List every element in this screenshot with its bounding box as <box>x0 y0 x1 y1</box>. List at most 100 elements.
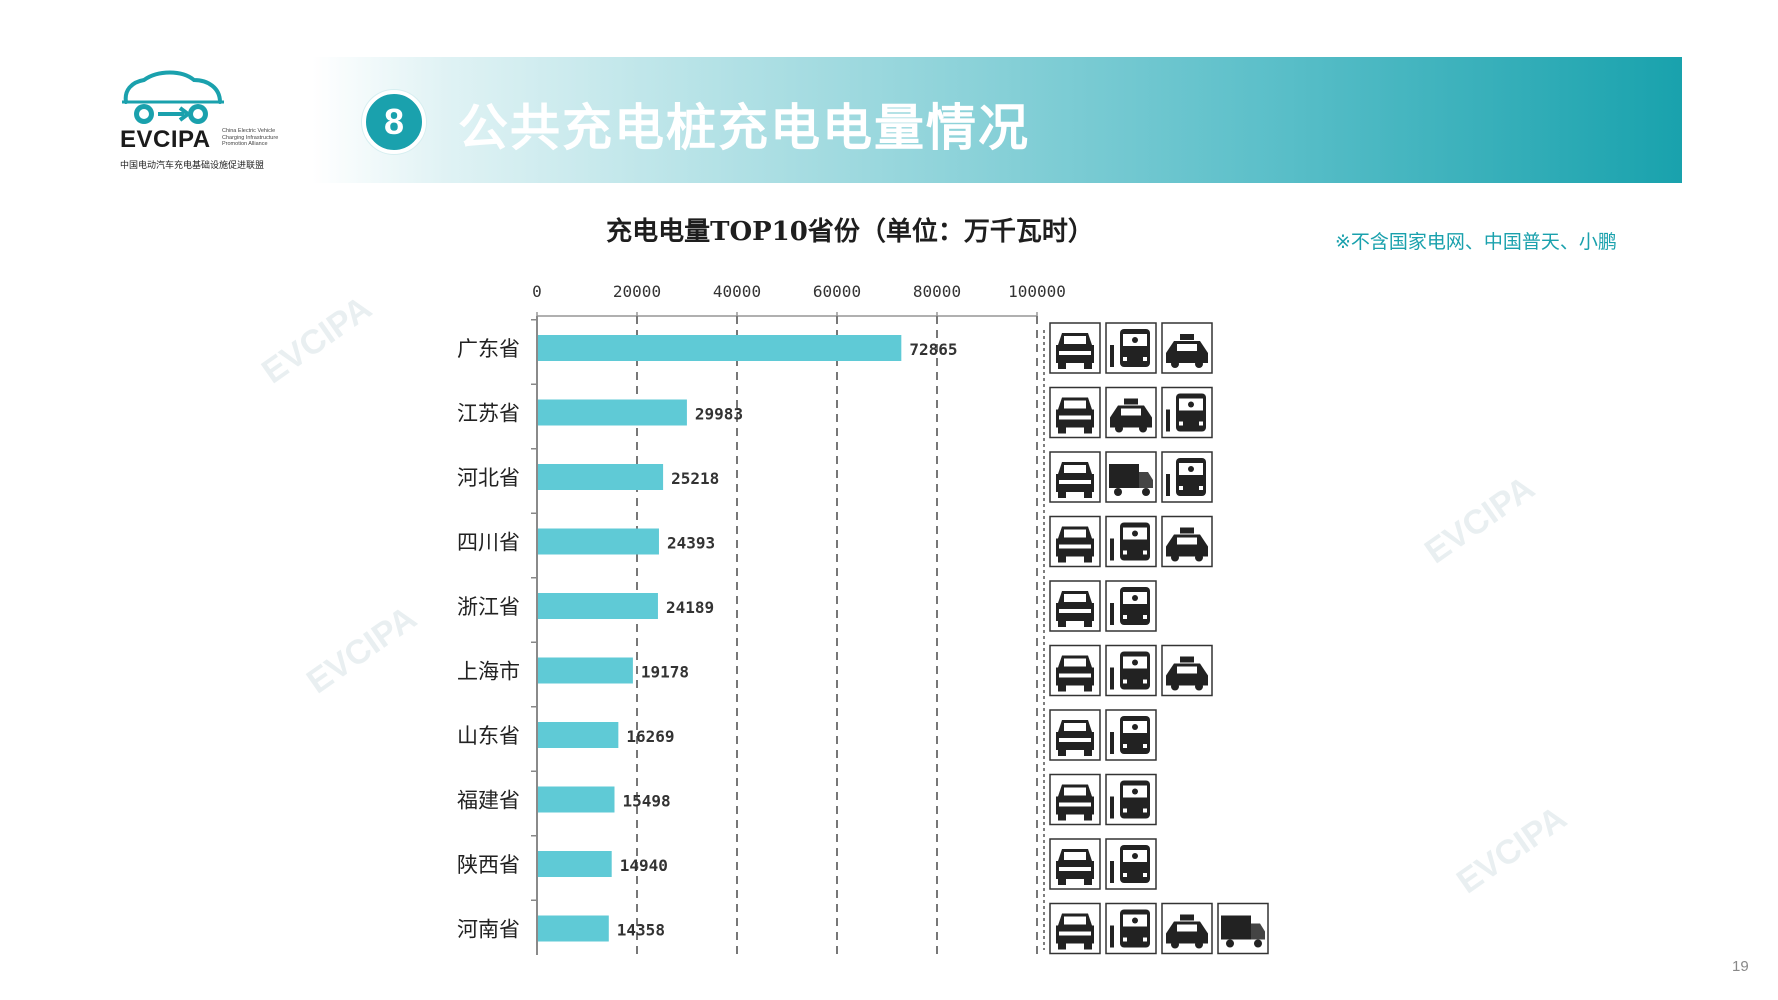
truck-icon <box>1217 902 1269 955</box>
x-tick-label: 60000 <box>813 282 861 301</box>
car-wheel <box>1058 750 1066 756</box>
taxi-wheel <box>1139 424 1147 433</box>
taxi-window <box>1177 537 1197 545</box>
car-wheel <box>1084 879 1092 885</box>
x-tick-label: 20000 <box>613 282 661 301</box>
bus-icon <box>1105 580 1157 632</box>
bar <box>538 335 902 361</box>
bus-light <box>1123 808 1127 813</box>
bus-icon <box>1105 838 1157 890</box>
charger-post <box>1110 345 1114 367</box>
page-title: 公共充电桩充电电量情况 <box>458 99 1030 157</box>
category-label: 江苏省 <box>457 402 520 426</box>
charger-post <box>1166 474 1170 496</box>
taxi-window <box>1177 666 1197 674</box>
taxi-body <box>1110 405 1152 428</box>
chart-title: 充电电量TOP10省份（单位：万千瓦时） <box>606 216 1094 247</box>
bus-light <box>1179 486 1183 490</box>
category-label: 河北省 <box>457 466 520 490</box>
truck-cab <box>1139 472 1153 488</box>
charger-post <box>1110 925 1114 948</box>
bus-light <box>1143 808 1147 813</box>
bus-light <box>1123 550 1127 555</box>
car-wheel <box>1084 685 1092 692</box>
bar <box>538 464 664 490</box>
bus-icon <box>1105 773 1157 826</box>
car-grille <box>1059 351 1091 355</box>
taxi-icon <box>1161 322 1213 374</box>
car-wheel <box>1058 814 1066 821</box>
logo-chinese-name: 中国电动汽车充电基础设施促进联盟 <box>120 161 265 171</box>
bus-driver <box>1132 659 1138 666</box>
taxi-body <box>1166 663 1208 686</box>
bus-light <box>1143 744 1147 748</box>
car-grille <box>1059 867 1091 871</box>
car-wheel <box>1058 943 1066 950</box>
bus-light <box>1143 679 1147 684</box>
truck-wheel <box>1254 939 1262 948</box>
taxi-wheel <box>1171 553 1179 562</box>
car-wheel <box>1058 363 1066 369</box>
bus-icon <box>1105 709 1157 761</box>
bus-driver <box>1132 337 1138 343</box>
logo-english-name: China Electric Vehicle Charging Infrastr… <box>222 128 279 147</box>
taxi-sign <box>1180 914 1194 921</box>
car-wheel <box>1058 621 1066 627</box>
category-label: 广东省 <box>457 337 520 361</box>
bar <box>538 657 633 684</box>
truck-cargo <box>1221 915 1251 940</box>
bus-light <box>1123 937 1127 942</box>
bar <box>538 722 619 748</box>
car-windshield <box>1064 723 1086 731</box>
car-wheel <box>1058 427 1066 434</box>
x-tick-label: 0 <box>532 282 542 301</box>
bus-light <box>1123 615 1127 619</box>
taxi-icon <box>1105 386 1157 439</box>
bus-light <box>1143 615 1147 619</box>
value-label: 24189 <box>666 598 714 617</box>
bar <box>538 851 612 877</box>
taxi-wheel <box>1171 682 1179 691</box>
bar <box>538 915 609 942</box>
bus-driver <box>1132 917 1138 924</box>
charger-post <box>1110 732 1114 754</box>
evcipa-logo: EVCIPA China Electric Vehicle Charging I… <box>112 68 292 178</box>
bar <box>538 528 659 555</box>
x-tick-label: 80000 <box>913 282 961 301</box>
car-wheel <box>1084 427 1092 434</box>
car-grille <box>1059 415 1091 420</box>
car-windshield <box>1064 658 1086 667</box>
car-icon <box>1049 580 1101 632</box>
car-icon <box>1049 773 1101 826</box>
taxi-wheel <box>1171 940 1179 949</box>
truck-cab <box>1251 923 1265 940</box>
taxi-body <box>1166 534 1208 557</box>
bus-light <box>1143 937 1147 942</box>
car-icon <box>1049 838 1101 890</box>
logo-wordmark: EVCIPA <box>120 126 211 153</box>
charger-post <box>1110 796 1114 819</box>
bus-driver <box>1132 724 1138 730</box>
category-label: 浙江省 <box>457 595 520 619</box>
bar <box>538 593 658 619</box>
truck-cargo <box>1109 464 1139 488</box>
bus-light <box>1143 357 1147 361</box>
bus-driver <box>1188 466 1194 472</box>
bus-light <box>1143 873 1147 877</box>
truck-wheel <box>1226 939 1234 948</box>
taxi-wheel <box>1195 360 1203 368</box>
bus-driver <box>1188 401 1194 408</box>
car-grille <box>1059 738 1091 742</box>
bus-light <box>1199 421 1203 426</box>
bus-light <box>1123 873 1127 877</box>
car-wheel <box>1058 879 1066 885</box>
value-label: 16269 <box>626 727 674 746</box>
value-label: 25218 <box>671 469 719 488</box>
category-label: 河南省 <box>457 918 520 942</box>
car-grille <box>1059 609 1091 613</box>
taxi-icon <box>1161 515 1213 568</box>
taxi-sign <box>1180 334 1194 340</box>
taxi-body <box>1166 921 1208 944</box>
taxi-sign <box>1180 656 1194 663</box>
charger-post <box>1110 861 1114 883</box>
